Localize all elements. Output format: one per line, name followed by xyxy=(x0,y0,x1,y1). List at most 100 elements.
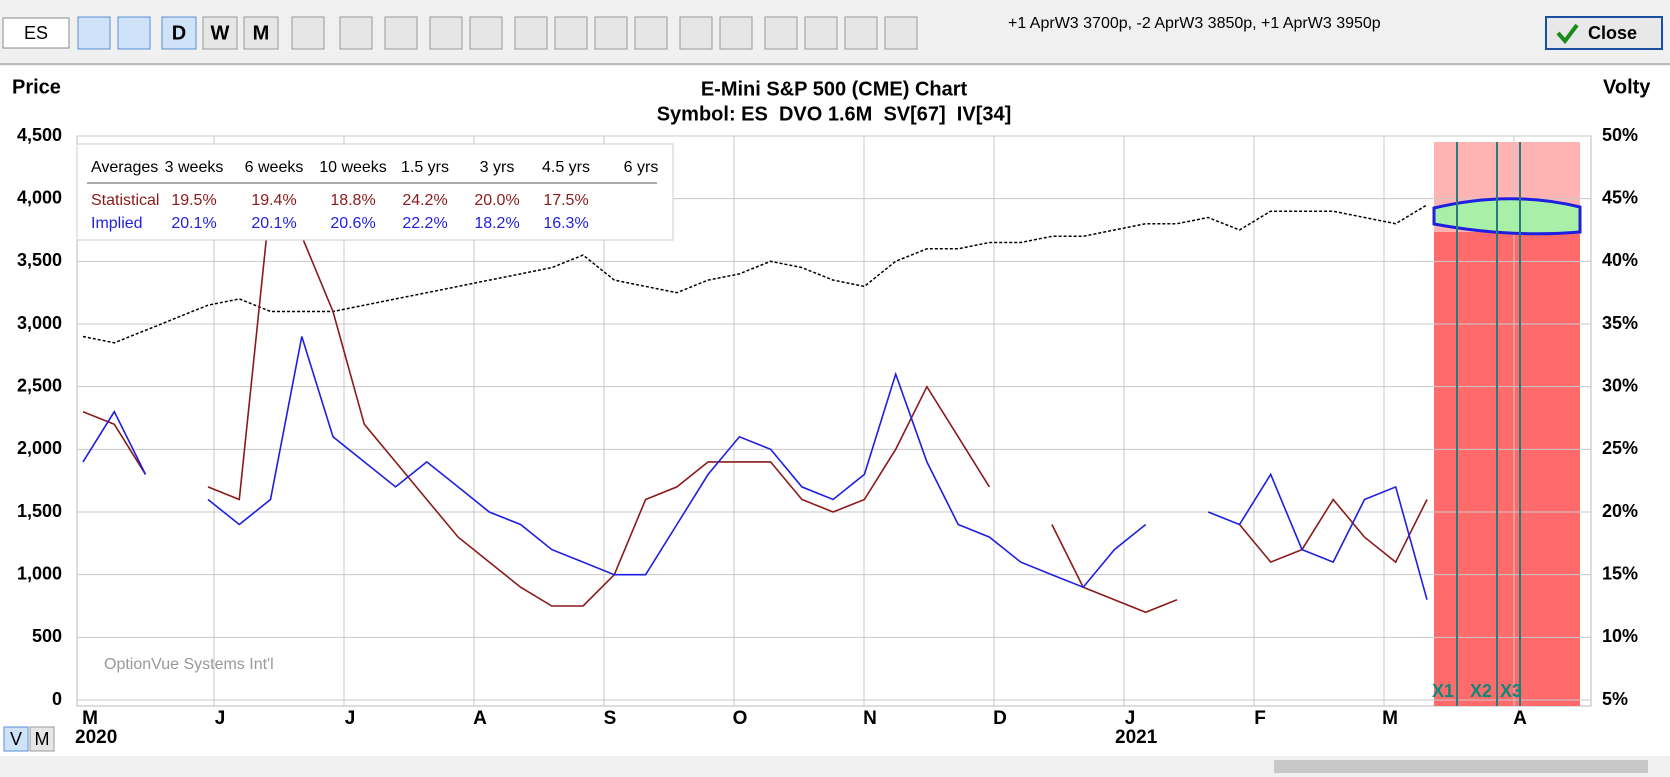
y2-tick-label: 25% xyxy=(1602,438,1638,458)
avg-cell: 18.2% xyxy=(474,215,519,232)
period-button[interactable] xyxy=(243,16,279,50)
avg-cell: 18.8% xyxy=(330,192,375,209)
tool-button[interactable] xyxy=(77,16,111,50)
tool-button[interactable] xyxy=(884,16,918,50)
x-tick-label: J xyxy=(345,708,356,729)
tool-button[interactable] xyxy=(634,16,668,50)
y2-tick-label: 5% xyxy=(1602,689,1628,709)
view-label: M xyxy=(35,729,50,749)
x-tick-label: A xyxy=(1513,708,1527,729)
tool-button[interactable] xyxy=(719,16,753,50)
tool-button[interactable] xyxy=(429,16,463,50)
avg-cell: 19.4% xyxy=(251,192,296,209)
y-tick-label: 1,000 xyxy=(17,563,62,583)
avg-cell: 20.6% xyxy=(330,215,375,232)
y2-tick-label: 15% xyxy=(1602,563,1638,583)
tool-button[interactable] xyxy=(804,16,838,50)
avg-cell: 20.1% xyxy=(251,215,296,232)
avg-header: 3 weeks xyxy=(165,159,224,176)
y2-tick-label: 10% xyxy=(1602,626,1638,646)
y-tick-label: 0 xyxy=(52,689,62,709)
y2-tick-label: 45% xyxy=(1602,187,1638,207)
year-label: 2020 xyxy=(75,727,117,748)
avg-cell: Statistical xyxy=(91,192,159,209)
tool-button[interactable] xyxy=(594,16,628,50)
tool-button[interactable] xyxy=(764,16,798,50)
tool-button[interactable] xyxy=(469,16,503,50)
tool-button[interactable] xyxy=(679,16,713,50)
avg-header: Averages xyxy=(91,159,158,176)
subtitle: Symbol: ES DVO 1.6M SV[67] IV[34] xyxy=(657,103,1012,125)
y-tick-label: 3,000 xyxy=(17,313,62,333)
tool-button[interactable] xyxy=(844,16,878,50)
tool-button[interactable] xyxy=(291,16,325,50)
period-label: M xyxy=(253,22,270,44)
check-icon xyxy=(1556,23,1579,45)
avg-header: 10 weeks xyxy=(319,159,387,176)
y2-tick-label: 35% xyxy=(1602,313,1638,333)
series-line xyxy=(82,196,1428,614)
avg-header: 6 yrs xyxy=(624,159,659,176)
y-tick-label: 3,500 xyxy=(17,250,62,270)
scroll-thumb[interactable] xyxy=(1274,760,1648,773)
avg-cell: 22.2% xyxy=(402,215,447,232)
y-tick-label: 1,500 xyxy=(17,501,62,521)
close-label: Close xyxy=(1588,23,1637,43)
tool-button[interactable] xyxy=(384,16,418,50)
series-line xyxy=(82,336,1428,600)
marker-label: X1 xyxy=(1432,681,1454,701)
y2-tick-label: 40% xyxy=(1602,250,1638,270)
y2-tick-label: 50% xyxy=(1602,125,1638,145)
symbol: ES xyxy=(24,23,48,43)
period-button[interactable] xyxy=(161,16,197,50)
x-tick-label: D xyxy=(993,708,1007,729)
vol-band xyxy=(1432,197,1582,236)
x-tick-label: O xyxy=(733,708,748,729)
marker-label: X2 xyxy=(1470,681,1492,701)
y-tick-label: 4,500 xyxy=(17,125,62,145)
y-tick-label: 2,500 xyxy=(17,375,62,395)
future-region xyxy=(1434,142,1580,706)
avg-cell: 17.5% xyxy=(543,192,588,209)
tool-button[interactable] xyxy=(339,16,373,50)
x-tick-label: A xyxy=(473,708,487,729)
y2-tick-label: 30% xyxy=(1602,375,1638,395)
avg-cell: 24.2% xyxy=(402,192,447,209)
avg-cell: 20.1% xyxy=(171,215,216,232)
y-tick-label: 500 xyxy=(32,626,62,646)
y-tick-label: 4,000 xyxy=(17,187,62,207)
x-tick-label: S xyxy=(604,708,617,729)
period-label: D xyxy=(172,22,186,44)
watermark: OptionVue Systems Int'l xyxy=(104,656,274,673)
view-button[interactable] xyxy=(3,726,29,752)
avg-cell: 20.0% xyxy=(474,192,519,209)
y2-axis-label: Volty xyxy=(1603,76,1651,98)
x-tick-label: M xyxy=(1382,708,1398,729)
x-tick-label: F xyxy=(1254,708,1266,729)
avg-cell: 19.5% xyxy=(171,192,216,209)
avg-cell: Implied xyxy=(91,215,143,232)
x-tick-label: N xyxy=(863,708,877,729)
view-label: V xyxy=(10,729,22,749)
tool-button[interactable] xyxy=(117,16,151,50)
tool-button[interactable] xyxy=(554,16,588,50)
position-note: +1 AprW3 3700p, -2 AprW3 3850p, +1 AprW3… xyxy=(1008,15,1381,32)
title: E-Mini S&P 500 (CME) Chart xyxy=(701,78,968,100)
avg-header: 3 yrs xyxy=(480,159,515,176)
view-button[interactable] xyxy=(29,726,55,752)
x-tick-label: M xyxy=(82,708,98,729)
period-label: W xyxy=(211,22,230,44)
x-tick-label: J xyxy=(1125,708,1136,729)
avg-header: 1.5 yrs xyxy=(401,159,449,176)
period-button[interactable] xyxy=(202,16,238,50)
x-tick-label: J xyxy=(215,708,226,729)
year-label: 2021 xyxy=(1115,727,1158,748)
tool-button[interactable] xyxy=(514,16,548,50)
marker-label: X3 xyxy=(1500,681,1522,701)
symbol-input[interactable] xyxy=(2,17,70,49)
y-tick-label: 2,000 xyxy=(17,438,62,458)
y-axis-label: Price xyxy=(12,76,61,98)
avg-header: 4.5 yrs xyxy=(542,159,590,176)
